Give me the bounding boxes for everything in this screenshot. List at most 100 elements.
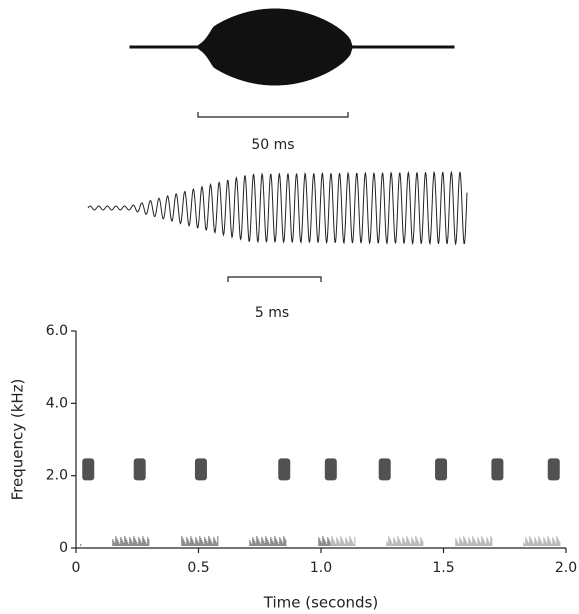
noise bbox=[546, 543, 548, 546]
noise bbox=[127, 542, 129, 546]
noise bbox=[336, 537, 338, 546]
noise bbox=[280, 539, 282, 546]
noise bbox=[282, 543, 284, 546]
noise bbox=[326, 544, 328, 546]
noise bbox=[115, 536, 117, 546]
noise bbox=[117, 540, 119, 546]
noise bbox=[131, 541, 133, 546]
noise bbox=[459, 537, 461, 546]
noise bbox=[349, 536, 351, 546]
noise bbox=[146, 544, 148, 546]
noise bbox=[147, 537, 149, 546]
noise bbox=[203, 544, 205, 546]
noise bbox=[142, 536, 144, 546]
noise bbox=[201, 540, 203, 546]
noise bbox=[558, 540, 560, 546]
noise bbox=[481, 536, 483, 546]
noise bbox=[392, 544, 394, 546]
noise bbox=[390, 540, 392, 546]
noise bbox=[139, 539, 141, 546]
noise bbox=[489, 543, 491, 546]
pulse bbox=[435, 458, 448, 481]
noise bbox=[195, 537, 197, 546]
noise bbox=[207, 543, 209, 546]
noise bbox=[129, 537, 131, 546]
noise bbox=[551, 544, 553, 546]
noise bbox=[404, 541, 406, 546]
noise bbox=[274, 536, 276, 546]
noise bbox=[137, 544, 139, 546]
noise bbox=[528, 543, 530, 546]
noise bbox=[210, 540, 212, 546]
noise bbox=[549, 540, 551, 546]
scale-label: 5 ms bbox=[255, 305, 289, 321]
noise bbox=[144, 540, 146, 546]
noise bbox=[192, 540, 194, 546]
noise bbox=[266, 538, 268, 546]
pulse bbox=[278, 458, 291, 481]
noise bbox=[122, 541, 124, 546]
noise bbox=[348, 543, 350, 546]
x-tick-label: 0 bbox=[72, 560, 81, 576]
noise bbox=[396, 543, 398, 546]
noise bbox=[125, 538, 127, 546]
noise bbox=[211, 542, 213, 546]
noise bbox=[337, 539, 339, 546]
noise bbox=[112, 539, 114, 546]
noise bbox=[487, 539, 489, 546]
noise bbox=[354, 537, 356, 546]
noise bbox=[145, 542, 147, 546]
noise bbox=[325, 542, 327, 546]
noise bbox=[113, 541, 115, 546]
noise bbox=[205, 539, 207, 546]
noise bbox=[188, 541, 190, 546]
noise bbox=[491, 538, 493, 546]
noise bbox=[402, 537, 404, 546]
noise bbox=[462, 543, 464, 546]
pulse bbox=[82, 458, 95, 481]
noise bbox=[260, 544, 262, 546]
noise bbox=[553, 539, 555, 546]
noise bbox=[269, 544, 271, 546]
noise bbox=[256, 536, 258, 546]
noise bbox=[277, 542, 279, 546]
noise bbox=[554, 541, 556, 546]
noise bbox=[457, 542, 459, 546]
noise bbox=[118, 542, 120, 546]
noise bbox=[399, 540, 401, 546]
noise bbox=[130, 539, 132, 546]
noise bbox=[389, 538, 391, 546]
noise bbox=[394, 539, 396, 546]
noise bbox=[215, 541, 217, 546]
noise bbox=[132, 543, 134, 546]
noise bbox=[340, 536, 342, 546]
noise bbox=[472, 536, 474, 546]
noise bbox=[275, 538, 277, 546]
noise bbox=[345, 537, 347, 546]
noise bbox=[555, 543, 557, 546]
noise bbox=[393, 537, 395, 546]
spectrogram: 0 2.0 4.0 6.0 0 0.5 1.0 1.5 2.0 Time (seconds) Fre… bbox=[9, 323, 578, 612]
noise bbox=[353, 544, 355, 546]
noise bbox=[285, 540, 287, 546]
noise bbox=[412, 539, 414, 546]
noise bbox=[189, 543, 191, 546]
noise bbox=[328, 539, 330, 546]
noise bbox=[535, 539, 537, 546]
pulse bbox=[194, 458, 207, 481]
noise bbox=[387, 543, 389, 546]
noise bbox=[335, 544, 337, 546]
noise bbox=[418, 542, 420, 546]
noise bbox=[272, 541, 274, 546]
pulse bbox=[547, 458, 560, 481]
noise bbox=[141, 543, 143, 546]
x-tick-label: 1.0 bbox=[310, 560, 332, 576]
noise bbox=[333, 540, 335, 546]
noise bbox=[263, 541, 265, 546]
y-axis-label: Frequency (kHz) bbox=[9, 379, 27, 501]
noise bbox=[334, 542, 336, 546]
noise bbox=[479, 541, 481, 546]
noise bbox=[548, 538, 550, 546]
noise bbox=[114, 543, 116, 546]
